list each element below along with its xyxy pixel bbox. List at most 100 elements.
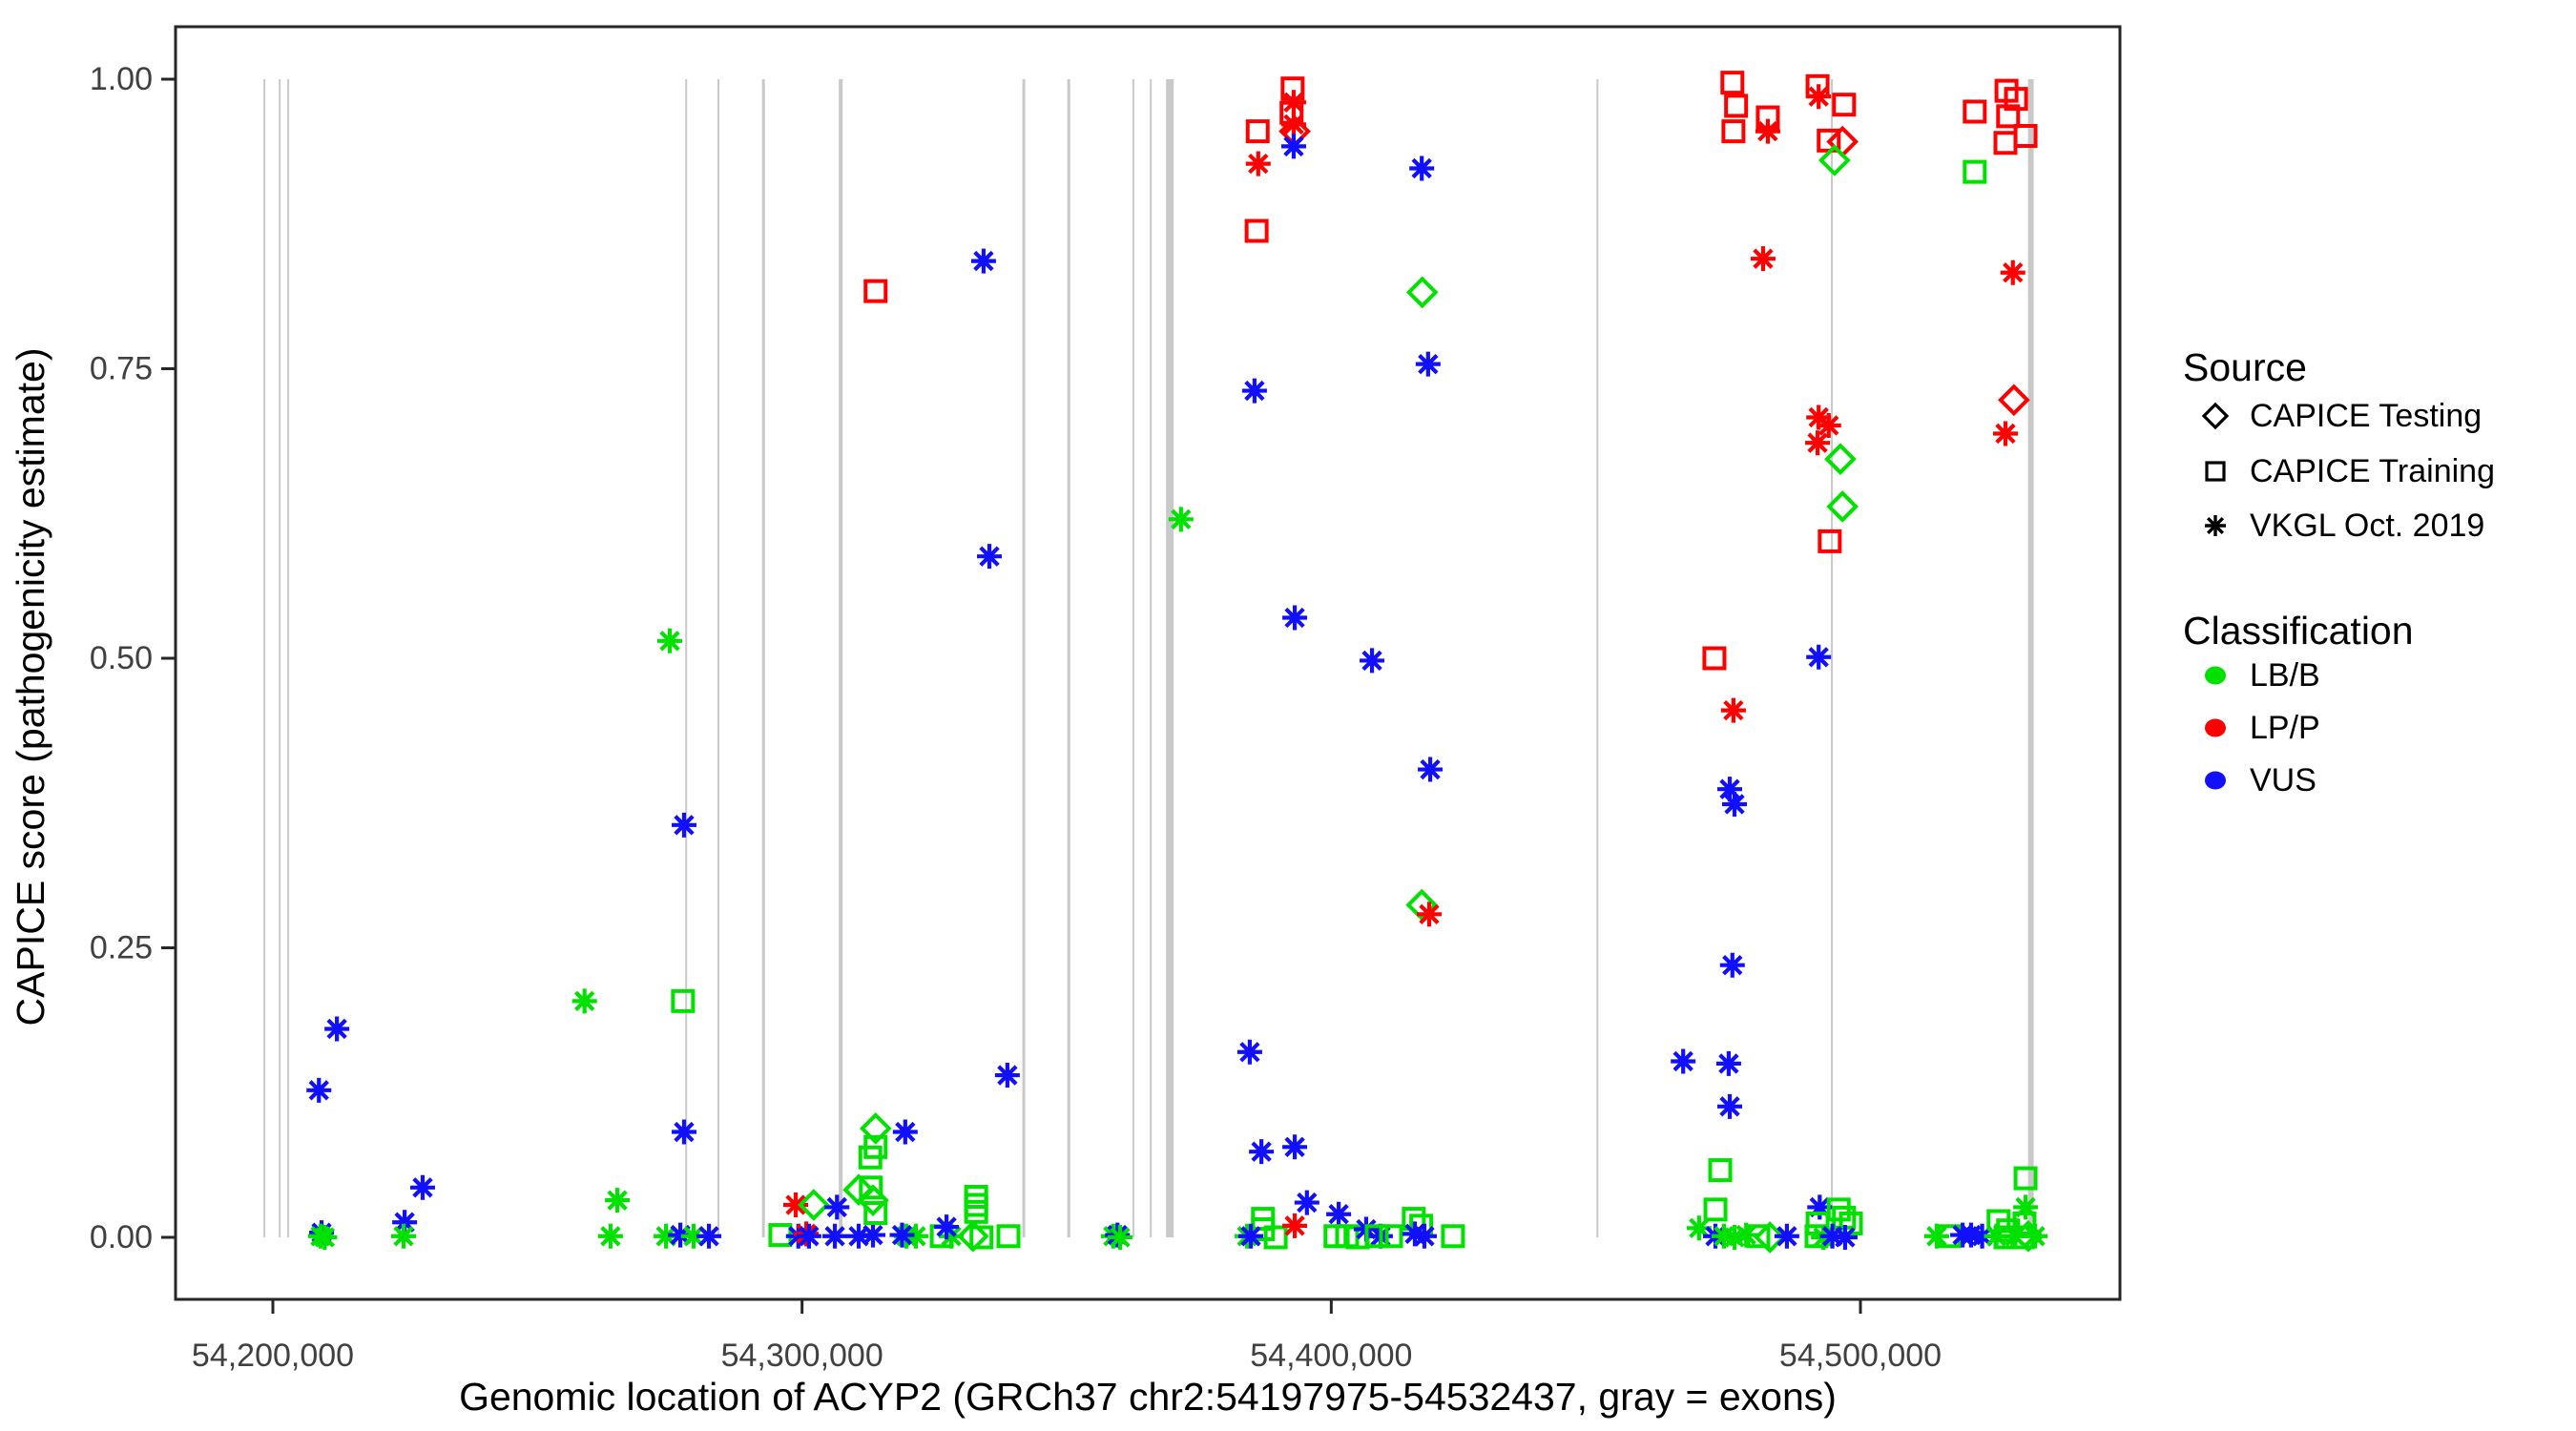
data-point bbox=[1280, 112, 1306, 137]
data-point bbox=[1168, 507, 1194, 532]
data-point bbox=[1722, 791, 1747, 817]
data-point bbox=[1418, 757, 1444, 782]
data-point bbox=[1754, 1221, 1786, 1254]
legend-item-lbb: LB/B bbox=[2196, 656, 2320, 695]
blue-dot-icon bbox=[2205, 771, 2226, 790]
data-point bbox=[859, 1112, 892, 1145]
data-point bbox=[1717, 777, 1743, 802]
data-point bbox=[1686, 1215, 1712, 1241]
data-point bbox=[934, 1214, 960, 1240]
data-point bbox=[1992, 421, 2018, 446]
data-point bbox=[1720, 71, 1745, 95]
data-point bbox=[2013, 123, 2038, 148]
data-point bbox=[970, 248, 996, 274]
data-point bbox=[1416, 902, 1442, 927]
data-point bbox=[1816, 412, 1841, 438]
y-tick-label: 0.25 bbox=[90, 930, 153, 966]
data-point bbox=[1108, 1225, 1133, 1250]
data-point bbox=[1722, 1225, 1747, 1250]
data-point bbox=[1719, 952, 1745, 978]
data-point bbox=[846, 1223, 872, 1249]
data-point bbox=[1402, 1221, 1427, 1247]
data-point bbox=[409, 1174, 435, 1200]
data-point bbox=[1774, 1223, 1799, 1249]
data-point bbox=[994, 1063, 1020, 1089]
data-point bbox=[1282, 1134, 1308, 1160]
data-point bbox=[783, 1192, 809, 1218]
data-point bbox=[1963, 159, 1987, 184]
data-point bbox=[1703, 1197, 1728, 1222]
data-point bbox=[2023, 1223, 2048, 1249]
data-point bbox=[903, 1223, 928, 1249]
data-point bbox=[964, 1192, 988, 1217]
legend-item-vkgl: VKGL Oct. 2019 bbox=[2196, 507, 2484, 545]
panel-border bbox=[174, 25, 2122, 1301]
data-point bbox=[1405, 888, 1439, 922]
data-point bbox=[1724, 93, 1749, 118]
data-point bbox=[324, 1016, 350, 1042]
legend-classification-title: Classification bbox=[2183, 609, 2414, 653]
data-point bbox=[860, 1222, 885, 1248]
x-tick-label: 54,300,000 bbox=[721, 1338, 883, 1374]
data-point bbox=[1832, 93, 1857, 117]
data-point bbox=[1244, 218, 1269, 243]
data-point bbox=[1280, 134, 1306, 159]
data-point bbox=[969, 1225, 994, 1250]
y-axis: 0.00 0.25 0.50 0.75 1.00 bbox=[90, 61, 176, 1255]
data-point bbox=[857, 1184, 889, 1216]
data-point bbox=[1294, 1190, 1319, 1215]
data-point bbox=[1969, 1223, 1995, 1249]
data-point bbox=[796, 1223, 821, 1249]
data-point bbox=[671, 988, 696, 1013]
data-point bbox=[1818, 529, 1842, 553]
legend-item-label: VUS bbox=[2250, 761, 2316, 798]
data-point bbox=[571, 988, 597, 1014]
x-axis-title: Genomic location of ACYP2 (GRCh37 chr2:5… bbox=[459, 1375, 1837, 1419]
data-point bbox=[977, 544, 1003, 570]
data-point bbox=[1996, 104, 2021, 129]
data-point bbox=[1671, 1048, 1696, 1074]
data-point bbox=[1806, 404, 1832, 430]
legend-item-lpp: LP/P bbox=[2196, 709, 2320, 747]
data-point bbox=[1245, 151, 1271, 176]
data-point bbox=[1441, 1224, 1465, 1249]
data-point bbox=[964, 1199, 988, 1224]
data-point bbox=[1282, 1213, 1308, 1238]
data-point bbox=[2013, 1194, 2039, 1220]
data-point bbox=[1236, 1039, 1262, 1065]
data-point bbox=[1750, 246, 1776, 272]
data-point bbox=[1993, 131, 2018, 156]
data-point bbox=[1755, 118, 1780, 144]
data-point bbox=[1950, 1222, 1976, 1248]
x-tick-label: 54,200,000 bbox=[192, 1338, 354, 1374]
data-point bbox=[597, 1223, 623, 1249]
data-point bbox=[1832, 1205, 1857, 1230]
data-point bbox=[392, 1210, 418, 1235]
red-dot-icon bbox=[2205, 718, 2226, 737]
y-tick-label: 1.00 bbox=[90, 61, 153, 97]
data-point bbox=[1807, 1194, 1833, 1220]
y-tick-label: 0.75 bbox=[90, 351, 153, 387]
data-point bbox=[668, 1222, 694, 1248]
y-tick-label: 0.00 bbox=[90, 1219, 153, 1255]
exon-lines bbox=[263, 79, 2034, 1237]
data-point bbox=[1963, 99, 1987, 124]
data-point bbox=[964, 1185, 988, 1210]
data-point bbox=[1734, 1222, 1759, 1248]
data-point bbox=[1241, 378, 1267, 404]
data-point bbox=[1702, 646, 1727, 671]
legend-item-label: LB/B bbox=[2250, 656, 2320, 694]
plot-panel-border bbox=[174, 25, 2122, 1301]
data-point bbox=[996, 1224, 1021, 1249]
data-point bbox=[1715, 1050, 1741, 1076]
legend-item-vus: VUS bbox=[2196, 761, 2316, 799]
green-dot-icon bbox=[2205, 666, 2226, 685]
data-point bbox=[1360, 648, 1385, 674]
x-axis: 54,200,000 54,300,000 54,400,000 54,500,000 bbox=[192, 1299, 1942, 1374]
legend-item-label: CAPICE Training bbox=[2250, 452, 2495, 489]
y-axis-title: CAPICE score (pathogenicity estimate) bbox=[9, 348, 52, 1027]
data-point bbox=[1819, 1223, 1845, 1249]
legend-item-label: CAPICE Testing bbox=[2250, 397, 2483, 434]
